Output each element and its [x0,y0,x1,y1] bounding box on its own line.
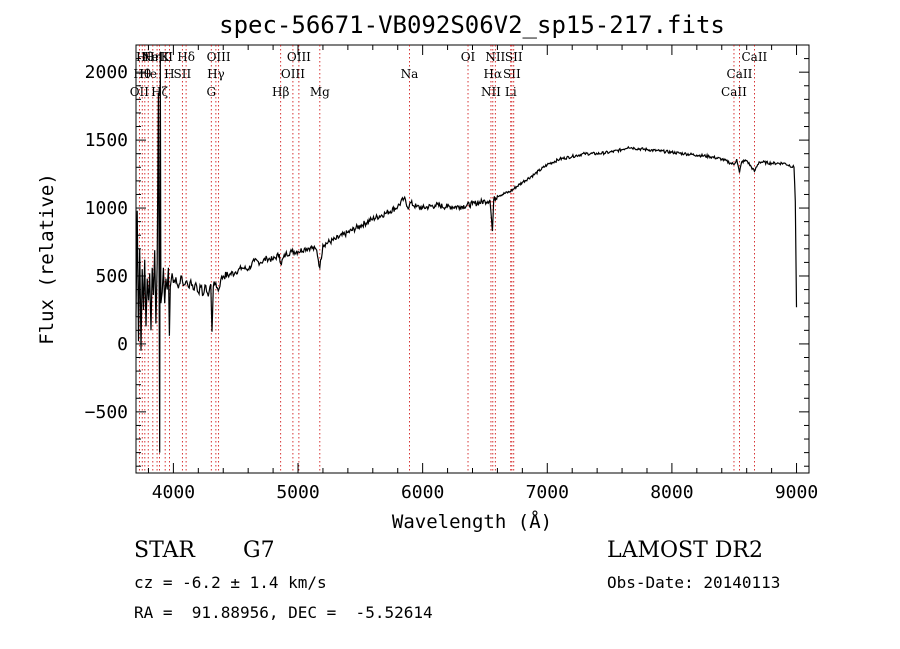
line-marker-label: Hθ [133,67,151,81]
line-marker-label: Na [401,67,419,81]
line-marker-label: OII [130,85,150,99]
x-tick-label: 4000 [152,482,195,503]
survey-label: LAMOST DR2 [607,538,763,563]
line-marker-label: H [164,67,174,81]
y-tick-label: 1500 [85,130,128,151]
line-marker-label: NII [481,85,501,99]
line-marker-label: SII [503,67,521,81]
line-marker-label: Hθ [136,50,154,64]
line-marker-label: OIII [287,50,311,64]
line-marker-label: SII [174,67,192,81]
coordinates-text: RA = 91.88956, DEC = -5.52614 [134,603,433,622]
axis-ticks [136,45,809,473]
line-marker-label: He [139,67,157,81]
y-tick-label: 1000 [85,198,128,219]
plot-frame [135,44,810,474]
line-marker-label: OIII [207,50,231,64]
line-marker-label: OI [461,50,476,64]
y-axis-label: Flux (relative) [36,173,58,345]
x-tick-label: 5000 [276,482,319,503]
object-class: STAR [134,538,195,563]
y-tick-label: −500 [85,402,128,423]
line-marker-label: Hα [484,67,503,81]
line-marker-label: NII [485,50,505,64]
x-tick-label: 9000 [775,482,818,503]
line-marker-label: Hδ [177,50,195,64]
line-marker-label: G [206,85,216,99]
x-tick-label: 7000 [526,482,569,503]
x-axis-label: Wavelength (Å) [392,510,552,533]
y-tick-label: 2000 [85,62,128,83]
y-tick-label: 500 [95,266,128,287]
line-marker-label: Li [505,85,517,99]
object-subclass: G7 [243,538,275,563]
line-marker-label: CaII [721,85,747,99]
spectrum-line [135,51,798,453]
line-marker-label: CaII [741,50,767,64]
line-marker-label: Hβ [272,85,289,99]
x-tick-label: 6000 [401,482,444,503]
line-marker-label: K [161,50,171,64]
line-marker-label: Hγ [207,67,225,81]
tick-labels: 4000 5000 6000 7000 8000 9000 −500 0 500 1000 1500… [85,62,819,503]
line-marker-label: SII [505,50,523,64]
redshift-text: cz = -6.2 ± 1.4 km/s [134,573,327,592]
x-tick-label: 8000 [650,482,693,503]
line-markers: OIIHθHθHeHηNeIIIHζKHSIIHδGHγOIIIHβOIIIOI… [130,45,768,473]
line-marker-label: OIII [281,67,305,81]
line-marker-label: Mg [310,85,330,99]
chart-title: spec-56671-VB092S06V2_sp15-217.fits [219,11,725,39]
line-marker-label: CaII [727,67,753,81]
obs-date-text: Obs-Date: 20140113 [607,573,781,592]
y-tick-label: 0 [117,334,128,355]
